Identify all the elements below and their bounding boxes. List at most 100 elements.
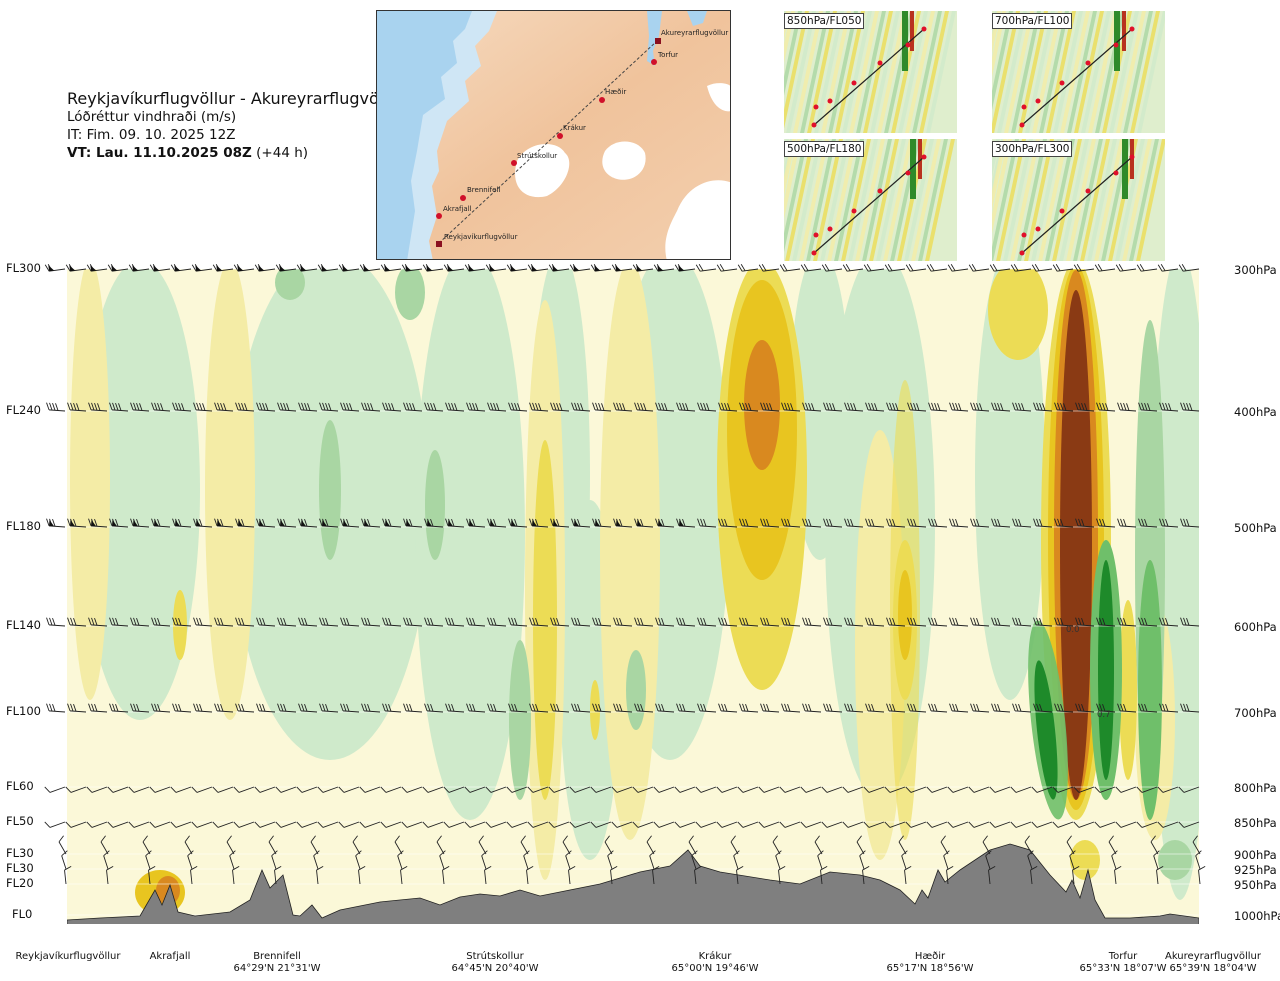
wind-barb — [508, 518, 528, 528]
wind-barb — [484, 865, 492, 885]
wind-barb — [844, 402, 864, 412]
wind-barb — [985, 850, 992, 870]
wind-barb — [1073, 821, 1095, 828]
wind-barb — [296, 264, 318, 272]
wind-barb — [233, 786, 255, 793]
wind-barb — [695, 264, 717, 272]
field-band — [395, 269, 425, 320]
wind-barb — [718, 402, 738, 412]
wind-barb — [1159, 518, 1179, 528]
wind-barb — [592, 518, 612, 528]
field-band — [744, 340, 780, 470]
wind-barb — [212, 786, 234, 793]
terrain-profile — [67, 843, 1199, 924]
wind-barb — [863, 821, 885, 828]
wind-barb — [172, 518, 192, 528]
wind-barb — [193, 518, 213, 528]
wind-barb — [1054, 703, 1074, 713]
field-band — [626, 650, 646, 730]
wind-barb — [1012, 518, 1032, 528]
station-label: Brennifell 64°29'N 21°31'W — [233, 951, 321, 974]
wind-barb — [424, 703, 444, 713]
wind-barb — [338, 264, 360, 272]
wind-barb — [758, 264, 780, 272]
wind-barb — [1157, 821, 1179, 828]
thumbnail-label: 300hPa/FL300 — [992, 141, 1073, 157]
wind-barb — [1195, 850, 1202, 870]
wind-barb — [65, 821, 87, 828]
wind-barb — [317, 786, 339, 793]
wind-barb — [1012, 617, 1032, 627]
wind-barb — [485, 264, 507, 272]
wind-barb — [674, 786, 696, 793]
wind-barb — [823, 518, 843, 528]
wind-barb — [190, 865, 198, 885]
field-band — [988, 269, 1048, 360]
wind-barb — [1096, 518, 1116, 528]
wind-barb — [466, 402, 486, 412]
wind-barb — [149, 264, 171, 272]
wind-barb — [634, 402, 654, 412]
wind-barb — [928, 617, 948, 627]
wind-barb — [989, 264, 1011, 272]
wind-barb — [865, 402, 885, 412]
wind-barb — [634, 703, 654, 713]
thumbnail-500hpa[interactable]: 500hPa/FL180 — [784, 139, 957, 261]
wind-barb — [632, 264, 654, 272]
wind-barb — [905, 264, 927, 272]
wind-barb — [44, 264, 66, 272]
wind-barb — [989, 821, 1011, 828]
wind-barb — [397, 850, 404, 870]
wind-barb — [820, 865, 828, 885]
thumbnail-label: 500hPa/FL180 — [784, 141, 865, 157]
wind-barb — [256, 617, 276, 627]
wind-barb — [506, 786, 528, 793]
wind-barb — [1159, 617, 1179, 627]
wind-barb — [296, 786, 318, 793]
wind-barb — [802, 402, 822, 412]
field-band — [1034, 660, 1058, 800]
wind-barb — [128, 786, 150, 793]
wind-barb — [1138, 402, 1158, 412]
wind-barb — [886, 617, 906, 627]
wind-barb — [901, 850, 908, 870]
flight-level-label: FL140 — [6, 618, 41, 632]
thumbnail-850hpa[interactable]: 850hPa/FL050 — [784, 11, 957, 133]
wind-barb — [340, 518, 360, 528]
wind-barb — [940, 835, 949, 855]
field-band — [70, 269, 110, 700]
wind-barb — [88, 402, 108, 412]
wind-barb — [842, 786, 864, 793]
wind-barb — [485, 821, 507, 828]
wind-barb — [481, 850, 488, 870]
wind-barb — [424, 402, 444, 412]
contour-label: 0.7 — [1097, 710, 1111, 720]
wind-barb — [991, 518, 1011, 528]
wind-barb — [947, 264, 969, 272]
pressure-level-label: 950hPa — [1234, 878, 1277, 892]
wind-barb — [649, 850, 656, 870]
wind-barb — [1138, 617, 1158, 627]
wind-barb — [487, 402, 507, 412]
wind-barb — [737, 786, 759, 793]
wind-barb — [436, 835, 445, 855]
wind-barb — [214, 402, 234, 412]
thumbnail-700hpa[interactable]: 700hPa/FL100 — [992, 11, 1165, 133]
wind-barb — [989, 786, 1011, 793]
field-band — [1125, 650, 1135, 760]
wind-barb — [1180, 402, 1200, 412]
wind-barb — [235, 703, 255, 713]
wind-barb — [298, 518, 318, 528]
wind-barb — [676, 402, 696, 412]
pressure-level-label: 300hPa — [1234, 263, 1277, 277]
wind-barb — [445, 617, 465, 627]
wind-barb — [529, 518, 549, 528]
wind-barb — [982, 835, 991, 855]
wind-barb — [1024, 835, 1033, 855]
wind-barb — [275, 786, 297, 793]
wind-barb — [1075, 617, 1095, 627]
thumbnail-300hpa[interactable]: 300hPa/FL300 — [992, 139, 1165, 261]
wind-barb — [1075, 402, 1095, 412]
wind-barb — [1115, 786, 1137, 793]
wind-barb — [148, 865, 156, 885]
